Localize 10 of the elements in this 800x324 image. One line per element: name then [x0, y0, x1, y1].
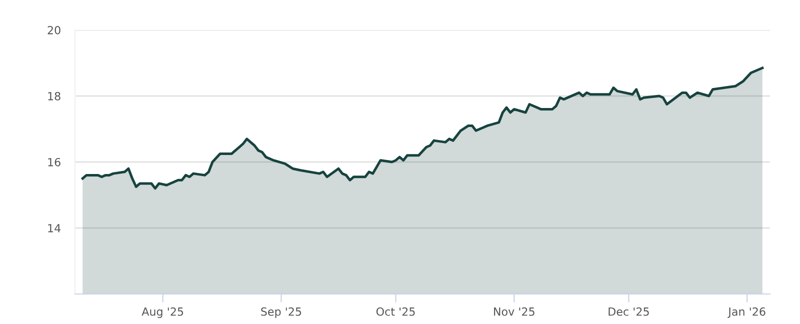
y-tick-label: 14 — [48, 224, 60, 232]
x-tick-label: Oct '25 — [376, 307, 415, 316]
x-tick-label: Aug '25 — [142, 307, 184, 318]
x-tick-label: Sep '25 — [261, 307, 302, 318]
y-tick-label: 16 — [48, 158, 60, 166]
x-tick-label: Jan '26 — [728, 307, 766, 318]
x-tick-label: Nov '25 — [494, 307, 534, 316]
y-tick-label: 18 — [48, 92, 60, 100]
y-tick-label: 20 — [48, 26, 60, 34]
x-tick-label: Dec '25 — [608, 307, 649, 316]
